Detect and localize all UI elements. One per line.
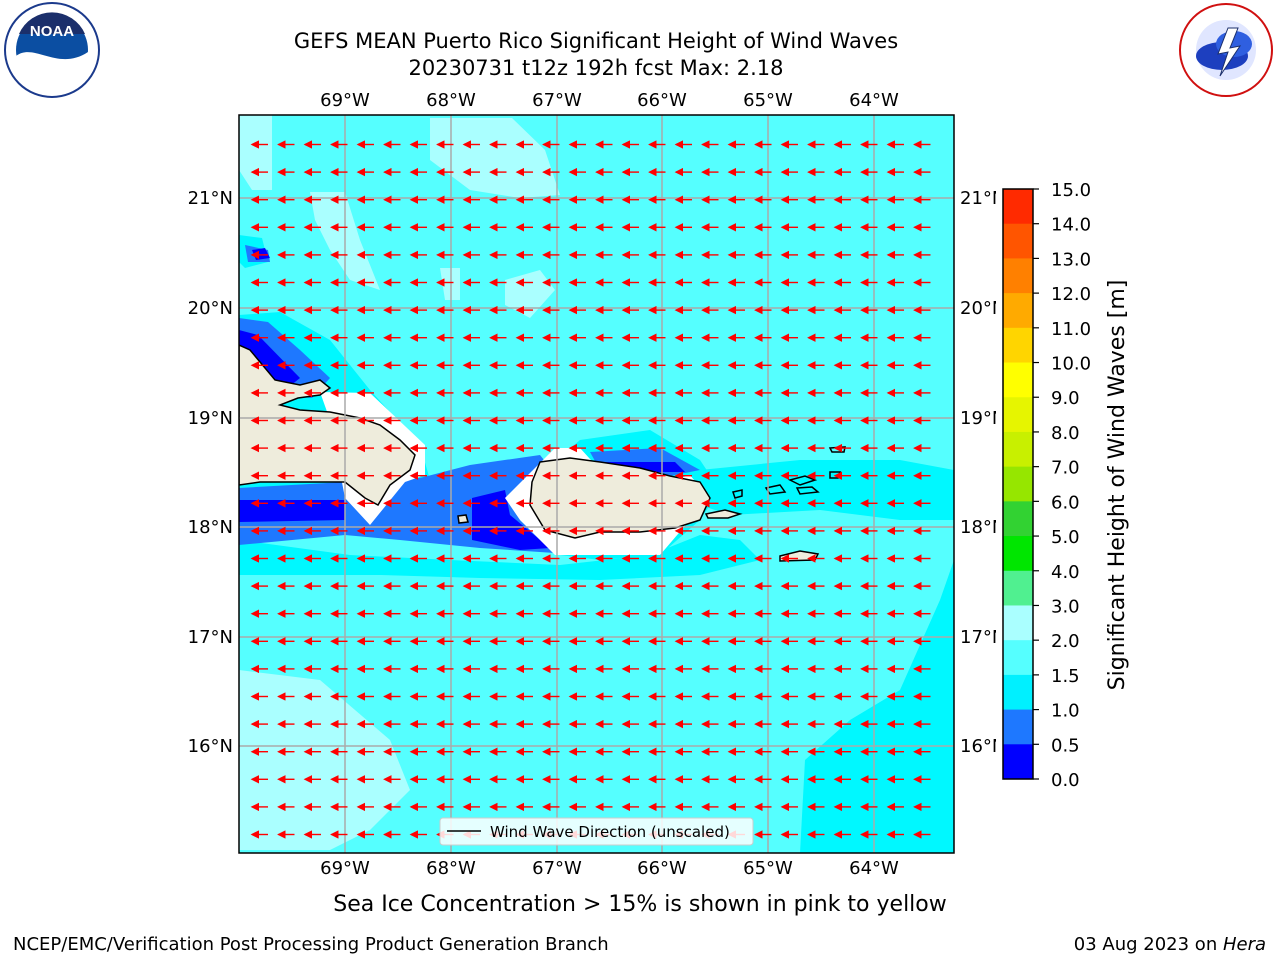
colorbar-tick-label: 15.0 [1051,180,1091,201]
colorbar-cell [1003,501,1033,537]
colorbar-cell [1003,397,1033,433]
lat-labels-right: 21°N 20°N 19°N 18°N 17°N 16°N [960,188,1005,757]
lat-label: 16°N [188,736,233,757]
colorbar-cell [1003,674,1033,711]
colorbar-tick-label: 0.5 [1051,735,1080,756]
mona-island [457,514,469,524]
lat-label: 17°N [188,627,233,648]
colorbar-cell [1003,640,1033,676]
lon-label: 65°W [743,90,793,111]
colorbar-tick-label: 7.0 [1051,458,1080,479]
colorbar-cell [1003,536,1033,572]
lat-label: 19°N [960,408,1005,429]
vieques [704,509,743,519]
colorbar-tick-label: 0.0 [1051,770,1080,791]
colorbar-cell [1003,744,1033,780]
hispaniola-east [239,344,416,506]
lon-label: 65°W [743,858,793,879]
colorbar-tick-label: 2.0 [1051,631,1080,652]
colorbar-cell [1003,431,1033,468]
lat-label: 18°N [188,517,233,538]
footer-host: Hera [1223,934,1266,955]
noaa-logo: NOAA [4,2,100,98]
lat-label: 17°N [960,627,1005,648]
lon-labels-top: 69°W 68°W 67°W 66°W 65°W 64°W [320,90,899,111]
lat-label: 20°N [960,298,1005,319]
colorbar-cell [1003,223,1033,259]
lat-label: 21°N [188,188,233,209]
colorbar-tick-label: 10.0 [1051,354,1091,375]
lat-label: 16°N [960,736,1005,757]
chart-subtitle: 20230731 t12z 192h fcst Max: 2.18 [409,56,784,80]
wave-direction-arrows [250,140,931,839]
lon-label: 64°W [849,858,899,879]
lon-label: 68°W [426,90,476,111]
lat-labels-left: 21°N 20°N 19°N 18°N 17°N 16°N [188,188,233,757]
colorbar-cell [1003,605,1033,641]
colorbar: 15.0 14.0 13.0 12.0 11.0 10.0 9.0 8.0 7.0 6.0 5.0 4… [996,180,1130,791]
lat-label: 20°N [188,298,233,319]
lon-label: 68°W [426,858,476,879]
colorbar-tick-label: 8.0 [1051,423,1080,444]
colorbar-tick-label: 1.5 [1051,666,1080,687]
lon-label: 69°W [320,858,370,879]
colorbar-tick-label: 1.0 [1051,701,1080,722]
chart-title: GEFS MEAN Puerto Rico Significant Height… [294,29,898,53]
colorbar-cell [1003,709,1033,745]
map-area: Wind Wave Direction (unscaled) [239,115,954,853]
sea-ice-caption: Sea Ice Concentration > 15% is shown in … [333,892,947,917]
colorbar-cell [1003,327,1033,364]
nws-logo [1179,3,1273,97]
lat-label: 18°N [960,517,1005,538]
colorbar-tick-label: 13.0 [1051,249,1091,270]
legend: Wind Wave Direction (unscaled) [439,817,754,846]
colorbar-frame [1002,188,1034,780]
colorbar-cell [1003,570,1033,606]
colorbar-cell [1003,258,1033,294]
colorbar-tick-label: 6.0 [1051,492,1080,513]
colorbar-tick-label: 12.0 [1051,284,1091,305]
colorbar-tick-label: 9.0 [1051,388,1080,409]
lon-label: 66°W [637,90,687,111]
lat-label: 19°N [188,408,233,429]
footer-date-text: 03 Aug 2023 on [1074,934,1223,955]
colorbar-cell [1003,466,1033,502]
colorbar-tick-label: 4.0 [1051,562,1080,583]
colorbar-cell [1003,362,1033,398]
noaa-wordmark: NOAA [30,23,74,40]
legend-label: Wind Wave Direction (unscaled) [490,823,730,841]
footer-date: 03 Aug 2023 on Hera [1074,934,1266,955]
footer-branch: NCEP/EMC/Verification Post Processing Pr… [13,934,609,955]
colorbar-ticks: 15.0 14.0 13.0 12.0 11.0 10.0 9.0 8.0 7.0 6.0 5.0 4… [1033,180,1091,791]
colorbar-cell [1003,189,1033,225]
map-frame [238,114,955,854]
lon-label: 66°W [637,858,687,879]
colorbar-tick-label: 5.0 [1051,527,1080,548]
colorbar-tick-label: 3.0 [1051,596,1080,617]
lon-labels-bottom: 69°W 68°W 67°W 66°W 65°W 64°W [320,858,899,879]
lon-label: 67°W [532,90,582,111]
lat-label: 21°N [960,188,1005,209]
colorbar-tick-label: 14.0 [1051,215,1091,236]
colorbar-tick-label: 11.0 [1051,319,1091,340]
colorbar-cell [1003,293,1033,329]
lon-label: 69°W [320,90,370,111]
lon-label: 64°W [849,90,899,111]
lon-label: 67°W [532,858,582,879]
colorbar-label: Significant Height of Wind Waves [m] [1105,280,1130,691]
colorbar-cells [1003,189,1033,780]
